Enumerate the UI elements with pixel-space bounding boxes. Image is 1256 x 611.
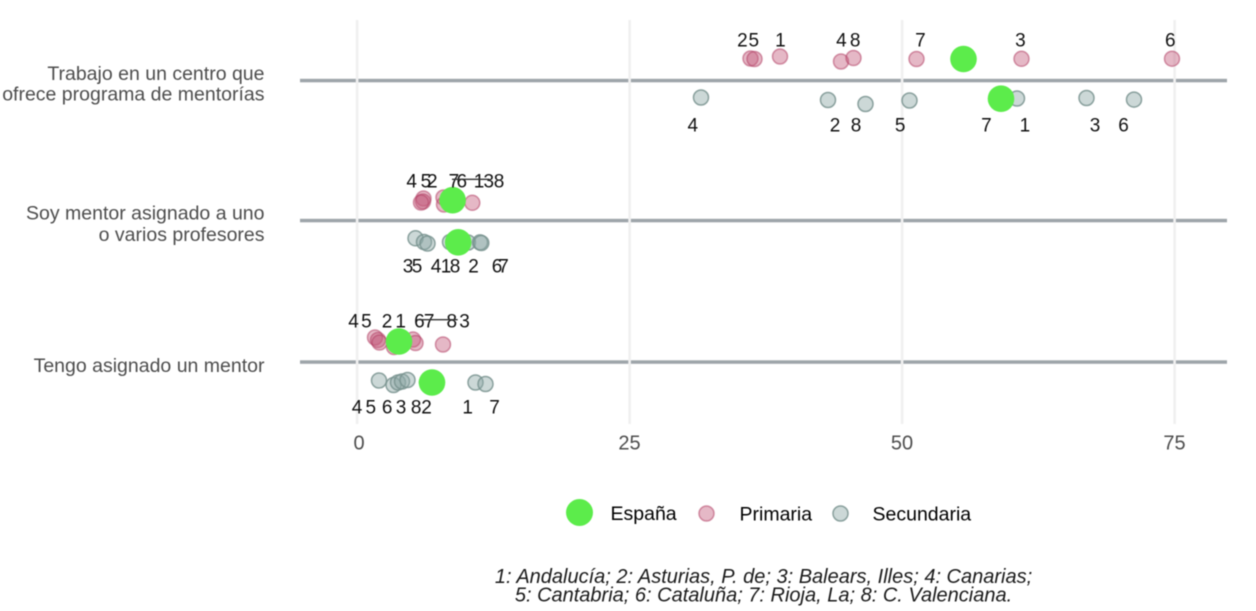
svg-text:8: 8 xyxy=(850,31,861,52)
svg-text:3: 3 xyxy=(1015,31,1026,52)
svg-text:3: 3 xyxy=(484,171,495,192)
svg-text:8: 8 xyxy=(447,312,458,333)
svg-text:1: 1 xyxy=(775,31,786,52)
svg-text:Tengo asignado un mentor: Tengo asignado un mentor xyxy=(34,355,265,377)
svg-text:5: Cantabria; 6: Cataluña; 7:: 5: Cantabria; 6: Cataluña; 7: Rioja, La;… xyxy=(515,585,1012,607)
svg-text:1: 1 xyxy=(441,256,452,277)
svg-text:6: 6 xyxy=(492,256,503,277)
svg-text:6: 6 xyxy=(1118,116,1129,137)
svg-text:4: 4 xyxy=(406,171,417,192)
svg-text:2: 2 xyxy=(830,116,841,137)
svg-text:75: 75 xyxy=(1163,433,1185,455)
svg-text:1: 1 xyxy=(1020,116,1031,137)
svg-text:ofrece programa de mentorías: ofrece programa de mentorías xyxy=(2,84,265,106)
svg-text:4: 4 xyxy=(352,397,363,418)
svg-text:50: 50 xyxy=(891,433,913,455)
svg-text:Soy mentor asignado a uno: Soy mentor asignado a uno xyxy=(26,203,265,225)
svg-text:Primaria: Primaria xyxy=(740,504,813,526)
svg-text:4: 4 xyxy=(348,312,359,333)
svg-text:8: 8 xyxy=(411,397,422,418)
svg-text:8: 8 xyxy=(450,256,461,277)
svg-text:España: España xyxy=(611,503,677,525)
svg-text:2: 2 xyxy=(468,256,479,277)
svg-text:7: 7 xyxy=(449,171,460,192)
svg-text:3: 3 xyxy=(1090,116,1101,137)
svg-text:5: 5 xyxy=(361,312,372,333)
svg-text:7: 7 xyxy=(489,397,500,418)
svg-text:1: 1 xyxy=(395,312,406,333)
svg-text:5: 5 xyxy=(421,171,432,192)
svg-text:7: 7 xyxy=(981,116,992,137)
svg-text:25: 25 xyxy=(618,433,640,455)
svg-text:6: 6 xyxy=(457,171,468,192)
svg-text:7: 7 xyxy=(424,312,435,333)
svg-text:6: 6 xyxy=(414,312,425,333)
svg-text:1: Andalucía; 2: Asturias, P.: 1: Andalucía; 2: Asturias, P. de; 3: Bal… xyxy=(495,566,1032,588)
svg-text:3: 3 xyxy=(459,312,470,333)
svg-text:2: 2 xyxy=(421,397,432,418)
svg-text:5: 5 xyxy=(412,256,423,277)
svg-text:4: 4 xyxy=(688,116,699,137)
svg-text:4: 4 xyxy=(836,31,847,52)
svg-text:6: 6 xyxy=(1165,31,1176,52)
svg-text:Secundaria: Secundaria xyxy=(873,504,972,526)
svg-text:5: 5 xyxy=(749,31,760,52)
svg-text:8: 8 xyxy=(494,171,505,192)
svg-text:8: 8 xyxy=(851,116,862,137)
svg-text:2: 2 xyxy=(737,31,748,52)
svg-text:2: 2 xyxy=(427,171,438,192)
svg-text:7: 7 xyxy=(498,256,509,277)
svg-text:5: 5 xyxy=(895,116,906,137)
svg-text:0: 0 xyxy=(353,433,364,455)
svg-text:o varios profesores: o varios profesores xyxy=(99,224,265,246)
svg-text:1: 1 xyxy=(462,397,473,418)
svg-text:Trabajo en un centro que: Trabajo en un centro que xyxy=(47,63,264,85)
svg-text:3: 3 xyxy=(403,256,414,277)
svg-text:1: 1 xyxy=(474,171,485,192)
svg-text:7: 7 xyxy=(915,31,926,52)
svg-text:6: 6 xyxy=(382,397,393,418)
svg-text:4: 4 xyxy=(431,256,442,277)
svg-text:2: 2 xyxy=(382,312,393,333)
svg-text:5: 5 xyxy=(366,397,377,418)
svg-text:3: 3 xyxy=(396,397,407,418)
